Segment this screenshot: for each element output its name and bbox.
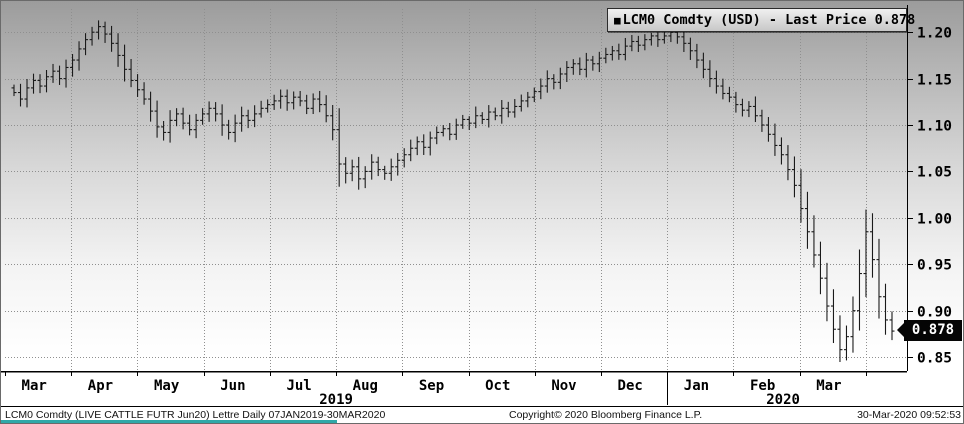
copyright-text: Copyright© 2020 Bloomberg Finance L.P. <box>509 409 703 421</box>
axis-labels: 1.20 1.15 1.10 1.05 1.00 0.95 0.90 0.85 Mar Apr Ma… <box>22 26 952 408</box>
x-month-label: Jan <box>684 378 709 394</box>
y-tick-label: 0.95 <box>917 258 952 274</box>
timestamp: 30-Mar-2020 09:52:53 <box>857 409 961 421</box>
price-chart-svg: 1.20 1.15 1.10 1.05 1.00 0.95 0.90 0.85 Mar Apr Ma… <box>1 5 952 408</box>
x-month-label: Jul <box>286 378 311 394</box>
x-month-label: Jun <box>220 378 245 394</box>
price-pointer-icon <box>897 323 904 337</box>
x-month-label: Aug <box>353 378 378 394</box>
plot-gradient-background <box>1 1 963 407</box>
x-month-label: Mar <box>22 378 47 394</box>
y-tick-label: 1.20 <box>917 26 952 42</box>
gridlines <box>5 9 907 371</box>
y-tick-label: 0.85 <box>917 351 952 367</box>
x-month-label: Sep <box>419 378 444 394</box>
x-month-label: Apr <box>88 378 113 394</box>
year-label-2020: 2020 <box>766 392 800 407</box>
axes <box>1 5 913 405</box>
security-description: LCM0 Comdty (LIVE CATTLE FUTR Jun20) Let… <box>5 409 386 421</box>
chart-legend: ■ LCM0 Comdty (USD) - Last Price 0.878 <box>607 8 915 32</box>
y-tick-label: 1.15 <box>917 73 952 89</box>
x-month-label: Feb <box>750 378 775 394</box>
last-price-tag: 0.878 <box>897 320 962 341</box>
y-tick-label: 1.10 <box>917 119 952 135</box>
y-tick-label: 0.90 <box>917 305 952 321</box>
y-tick-label: 1.05 <box>917 165 952 181</box>
last-price-value: 0.878 <box>911 322 955 338</box>
legend-series-marker-icon: ■ <box>614 14 621 27</box>
status-bar: LCM0 Comdty (LIVE CATTLE FUTR Jun20) Let… <box>1 406 963 423</box>
x-month-label: Mar <box>816 378 841 394</box>
x-month-label: Dec <box>618 378 643 394</box>
y-tick-label: 1.00 <box>917 212 952 228</box>
bottom-highlight-strip <box>1 420 337 423</box>
x-month-label: May <box>154 378 180 394</box>
ohlc-bars <box>11 20 895 363</box>
x-month-label: Oct <box>485 378 510 394</box>
year-label-2019: 2019 <box>319 392 353 407</box>
legend-label: LCM0 Comdty (USD) - Last Price 0.878 <box>622 12 916 28</box>
x-month-label: Nov <box>551 378 576 394</box>
